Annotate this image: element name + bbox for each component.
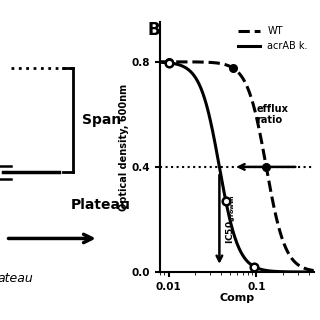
Text: Plateau: Plateau <box>70 198 130 212</box>
Text: efflux
ratio: efflux ratio <box>256 104 288 125</box>
Text: Span: Span <box>82 113 121 127</box>
Text: B: B <box>148 21 160 39</box>
Text: IC50$_{\mathbf{growth}}$: IC50$_{\mathbf{growth}}$ <box>225 195 238 244</box>
Y-axis label: Optical density, 600nm: Optical density, 600nm <box>119 84 129 211</box>
X-axis label: Comp: Comp <box>219 293 254 303</box>
Text: ateau: ateau <box>0 272 33 285</box>
Legend: WT, acrAB k.: WT, acrAB k. <box>234 22 312 55</box>
